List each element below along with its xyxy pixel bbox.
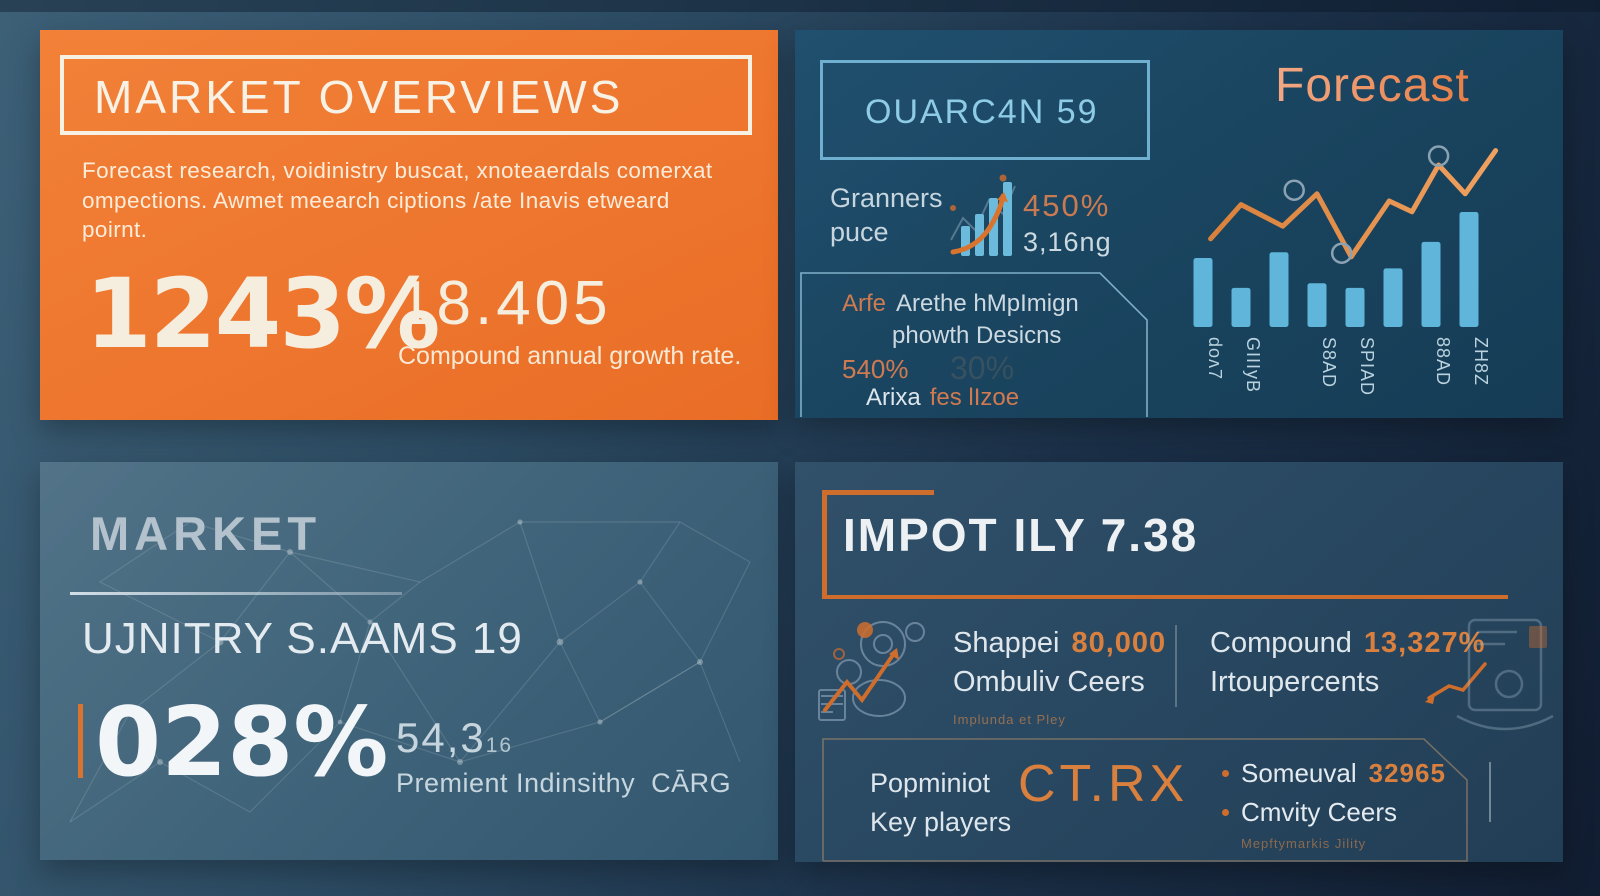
title-bracket-top <box>822 490 934 495</box>
box-right-tick <box>1489 762 1491 822</box>
axis-label: doʌ7 <box>1205 337 1225 380</box>
share-secondary-stat: 54,316 <box>396 714 513 762</box>
cagr-caption: Compound annual growth rate. <box>398 342 742 370</box>
bar <box>1383 268 1403 327</box>
axis-label: SPIAD <box>1357 337 1377 396</box>
growth-value: 450% <box>1023 188 1111 223</box>
bar <box>1269 252 1289 327</box>
plexus-network-background <box>69 519 751 823</box>
granners-line1: Granners <box>830 183 943 213</box>
device-sketch-icon <box>1456 618 1554 731</box>
note-line3-gray: Arixa <box>866 384 921 411</box>
bar <box>1421 241 1441 327</box>
bullet-dot-icon <box>1222 770 1229 777</box>
axis-label: ZH8Z <box>1471 337 1491 386</box>
market-share-title: MARKET <box>90 507 322 560</box>
market-share-subtitle: UJNITRY S.AAMS 19 <box>82 614 523 663</box>
title-underline <box>70 592 402 595</box>
bar <box>1459 212 1479 327</box>
bullet-item: Cmvity Ceers <box>1222 797 1446 828</box>
impact-title: IMPOT ILY 7.38 <box>843 509 1199 561</box>
bullet2-label: Cmvity Ceers <box>1241 797 1398 827</box>
key-players-label: Popminiot Key players <box>870 764 1011 842</box>
title-bracket-left <box>822 490 827 599</box>
bar <box>1231 287 1251 327</box>
impact-stat1: Shappei 80,000 Ombuliv Ceers Implunda et … <box>953 624 1166 729</box>
axis-label: S8AD <box>1319 337 1339 388</box>
note-line3: Arixa fes lIzoe <box>866 384 1019 412</box>
note-box-border <box>800 272 1148 417</box>
growth-sub-value: 3,16ng <box>1023 227 1112 257</box>
note-line2: phowth Desicns <box>892 322 1062 349</box>
top-shade-strip <box>0 0 1600 12</box>
share-primary-stat: 028% <box>95 688 389 798</box>
ring-marker <box>1283 179 1305 201</box>
panel-impact: IMPOT ILY 7.38 Shappei 80,000 Ombuliv Cee… <box>795 462 1563 862</box>
stat1-line2: Ombuliv Ceers <box>953 666 1145 699</box>
players-line1: Popminiot <box>870 768 991 798</box>
note-line3-orange: fes lIzoe <box>929 384 1020 411</box>
share-caption: Premient Indinsithy CĀRG <box>396 768 732 798</box>
ring-marker <box>1330 242 1353 264</box>
panel-market-share: MARKET UJNITRY S.AAMS 19 028% 54,316 Pre… <box>40 462 778 860</box>
mini-chart-icon <box>950 174 1016 256</box>
title-bracket-bottom <box>822 595 1508 599</box>
trend-arrow-icon <box>1425 662 1487 704</box>
forecast-title: Forecast <box>1275 59 1470 112</box>
market-overview-body: Forecast research, voidinistry buscat, x… <box>82 158 713 243</box>
bar <box>1193 258 1213 327</box>
quarter-title-box: OUARC4N 59 <box>820 60 1150 160</box>
key-players-box: Popminiot Key players CT.RX Someuval 329… <box>822 738 1468 862</box>
impact-stat2: Compound 13,327% Irtoupercents <box>1210 624 1485 703</box>
bullet-dot-icon <box>1222 809 1229 816</box>
granners-line2: puce <box>830 216 889 247</box>
players-line2: Key players <box>870 807 1012 838</box>
axis-label: GIIIyB <box>1243 337 1263 393</box>
stat1-note: Implunda et Pley <box>953 711 1066 727</box>
players-bullet-list: Someuval 32965 Cmvity Ceers Mepftymarkis… <box>1222 758 1446 851</box>
note-ghost-value: 30% <box>950 350 1015 386</box>
cagr-primary-stat: 1243% <box>85 258 440 370</box>
bullet1-value: 32965 <box>1368 758 1446 788</box>
axis-label: 88AD <box>1433 337 1453 386</box>
ring-marker <box>1427 145 1450 167</box>
stat1-label: Shappei <box>953 627 1060 659</box>
bullet-item: Someuval 32965 <box>1222 758 1446 789</box>
trend-line <box>1208 148 1499 260</box>
note-lead: Arfe <box>842 290 887 317</box>
stat2-label: Compound <box>1210 627 1352 659</box>
note-line1: Arfe Arethe hMpImign <box>842 290 1079 318</box>
players-logo: CT.RX <box>1018 755 1189 813</box>
stat2-line2: Irtoupercents <box>1210 666 1380 699</box>
bullet1-label: Someuval <box>1241 758 1357 788</box>
share-secondary-sub: 16 <box>485 734 514 757</box>
forecast-bar-line-chart: doʌ7 GIIIyB S8AD SPIAD 88AD ZH8Z <box>1193 145 1499 396</box>
granners-label: Granners puce <box>830 182 943 250</box>
bar <box>1345 287 1365 327</box>
market-overview-title-box: MARKET OVERVIEWS <box>60 55 752 135</box>
quarter-title: OUARC4N 59 <box>865 93 1099 131</box>
bar <box>1307 283 1327 327</box>
forecast-note-box: 30% Arfe Arethe hMpImign phowth Desicns 5… <box>800 272 1148 418</box>
share-secondary-value: 54,3 <box>396 714 486 761</box>
stats-divider <box>1175 625 1177 707</box>
panel-market-overview: MARKET OVERVIEWS Forecast research, void… <box>40 30 778 420</box>
panel-forecast: OUARC4N 59 Granners puce 450% 3,16ng 30% <box>795 30 1563 418</box>
note-stat: 540% <box>842 354 909 384</box>
market-overview-title: MARKET OVERVIEWS <box>94 71 624 123</box>
cagr-secondary-stat: 18.405 <box>398 269 612 338</box>
key-players-box-border <box>822 738 1468 862</box>
gears-sketch-icon <box>818 621 925 721</box>
orange-accent-bar <box>78 704 83 778</box>
stat2-value: 13,327% <box>1363 627 1486 659</box>
note-line1-text: Arethe hMpImign <box>896 290 1079 317</box>
bullets-note: Mepftymarkis Jility <box>1241 836 1367 851</box>
stat1-value: 80,000 <box>1071 627 1167 659</box>
